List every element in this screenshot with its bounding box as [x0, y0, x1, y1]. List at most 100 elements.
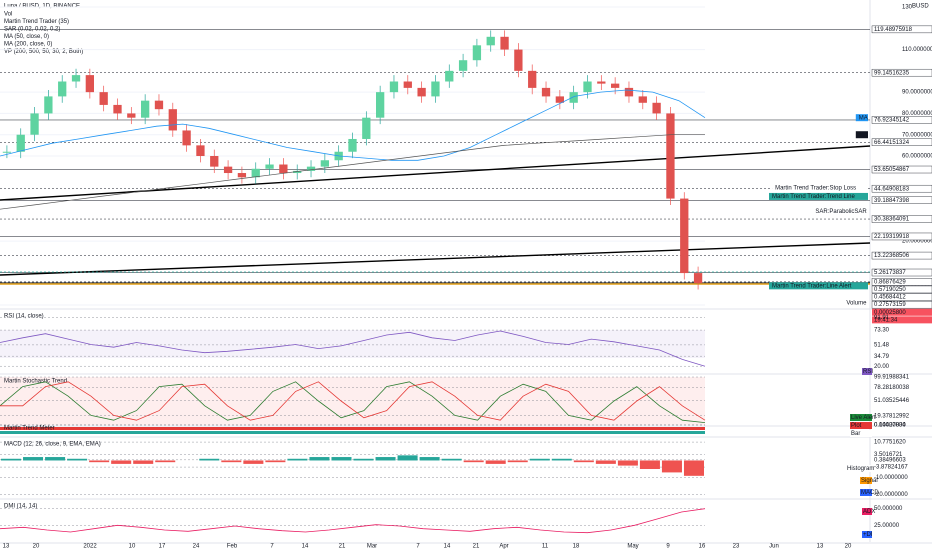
indicator-tag — [772, 184, 868, 192]
price-badge-label: 44.64908183 — [874, 186, 910, 192]
candle — [182, 130, 191, 146]
ma50-line — [0, 89, 706, 161]
adx-line — [0, 508, 706, 534]
level-label: 91.91 — [874, 315, 890, 321]
macd-bar — [133, 460, 154, 464]
meter-bar — [0, 427, 705, 430]
level-label: 0.38496603 — [874, 457, 906, 463]
level-label: 73.30 — [874, 328, 890, 334]
macd-bar — [529, 458, 550, 461]
x-tick-label: 20 — [845, 544, 852, 550]
indicator-tag-label: SAR:ParabolicSAR — [815, 209, 867, 215]
macd-tag — [846, 465, 872, 472]
price-badge-label: 5.26173837 — [874, 270, 906, 276]
x-tick-label: Apr — [499, 544, 508, 550]
y-tick-label: 60.0000000 — [902, 154, 932, 160]
candle — [16, 134, 25, 152]
price-badge — [871, 285, 932, 294]
macd-bar — [23, 457, 44, 461]
candle — [293, 170, 302, 174]
indicator-tag-label: MA — [859, 115, 868, 121]
candle — [223, 166, 233, 174]
x-tick-label: 2022 — [83, 544, 97, 550]
macd-tag-label: Histogram — [847, 466, 874, 472]
level-label: 3.5016721 — [874, 452, 903, 458]
level-label: 10.7751620 — [874, 440, 906, 446]
candle — [445, 70, 454, 82]
candle — [237, 173, 247, 178]
macd-bar — [683, 460, 704, 476]
price-badge — [871, 293, 932, 301]
price-badge — [871, 251, 932, 260]
stoch-tag — [850, 422, 872, 429]
macd-bar — [89, 460, 110, 463]
macd-bar — [551, 458, 572, 461]
level-label: 51.03525446 — [874, 398, 910, 404]
legend-line: VP (200, 500, 50, 30, 2, Both) — [4, 49, 83, 55]
stoch-k — [0, 381, 706, 423]
price-badge — [872, 308, 932, 316]
x-tick-label: 11 — [542, 544, 549, 550]
indicator-tag-label: MA — [859, 132, 868, 138]
level-label: 25.00000 — [874, 523, 900, 529]
macd-bar — [243, 460, 264, 464]
macd-tag — [860, 489, 872, 496]
x-tick-label: 24 — [193, 544, 200, 550]
legend-line: MA (50, close, 0) — [4, 34, 49, 40]
indicator-tag-label: Martin Trend Trader:Stop Loss — [775, 186, 856, 192]
macd-bar — [111, 460, 132, 464]
stoch-tag — [850, 430, 872, 437]
indicator-tag — [769, 282, 868, 290]
price-badge — [871, 68, 932, 77]
x-tick-label: 7 — [270, 544, 274, 550]
candle — [376, 92, 385, 118]
candle — [265, 164, 274, 169]
candle — [362, 117, 371, 139]
macd-bar — [419, 457, 440, 461]
price-badge-label: 66.44151324 — [874, 140, 910, 146]
x-tick-label: 9 — [666, 544, 670, 550]
level-label: 78.28180038 — [874, 385, 910, 391]
price-badge-label: 99.14516235 — [874, 70, 910, 76]
dmi-tag — [862, 531, 872, 538]
candle — [431, 81, 440, 97]
price-badge-label: 0.00025800 — [874, 310, 906, 316]
indicator-tag-label: Martin Trend Trader:Line Alert — [772, 283, 852, 289]
level-label: 0.14427834 — [874, 423, 906, 429]
macd-bar — [353, 458, 374, 461]
panel-title: Martin Stochastic Trend — [4, 379, 67, 385]
candle — [624, 87, 634, 97]
stoch-bg — [0, 377, 705, 425]
candle — [99, 92, 108, 105]
price-badge — [871, 232, 932, 241]
candle — [638, 96, 647, 103]
price-badge — [871, 196, 932, 204]
candle — [555, 96, 564, 103]
price-badge-label: 0.27573159 — [874, 302, 906, 308]
candle — [514, 49, 523, 71]
candle — [127, 113, 136, 118]
panel-title: DMI (14, 14) — [4, 504, 37, 510]
candle — [348, 138, 357, 152]
level-label: 19.37812992 — [874, 413, 910, 419]
stoch-tag — [850, 414, 872, 421]
macd-tag-label: Signal — [861, 478, 878, 484]
rsi-tag-label: RSI — [863, 369, 873, 375]
x-tick-label: May — [627, 544, 638, 550]
macd-bar — [375, 457, 396, 461]
candle — [141, 100, 150, 118]
macd-bar — [463, 460, 484, 463]
stoch-d — [0, 381, 706, 421]
x-tick-label: 13 — [3, 544, 10, 550]
y-tick-label: 110.0000000 — [902, 47, 932, 53]
macd-bar — [573, 460, 594, 463]
x-tick-label: 14 — [444, 544, 451, 550]
macd-tag-label: MACD — [861, 490, 879, 496]
candle — [30, 113, 39, 135]
macd-bar — [287, 458, 308, 461]
macd-bar — [309, 457, 330, 461]
x-tick-label: Jun — [769, 544, 779, 550]
macd-bar — [67, 458, 88, 461]
candle — [403, 81, 412, 88]
